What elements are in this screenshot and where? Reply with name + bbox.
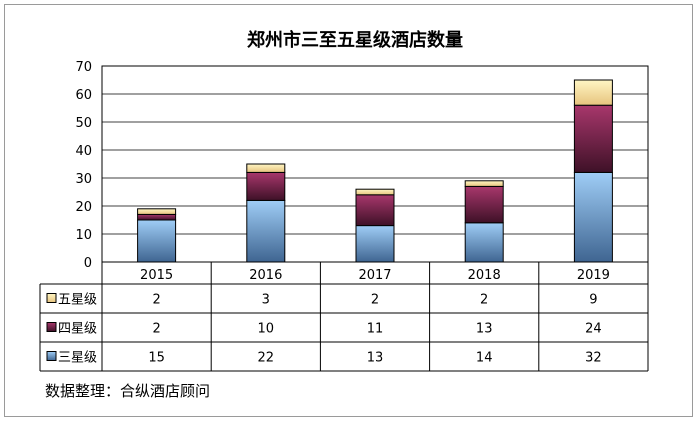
table-value: 13: [367, 351, 384, 366]
table-value: 9: [589, 293, 597, 308]
bar-segment: [137, 219, 177, 263]
chart-title: 郑州市三至五星级酒店数量: [247, 29, 463, 51]
y-tick-label: 0: [84, 256, 92, 271]
bar-segment: [464, 222, 504, 263]
bar-segment: [355, 225, 395, 263]
table-value: 3: [262, 293, 270, 308]
table-value: 22: [258, 351, 275, 366]
table-value: 2: [152, 322, 160, 337]
y-tick-label: 20: [75, 200, 92, 215]
bar-segment: [246, 163, 286, 173]
bar-segment: [246, 199, 286, 263]
bar-segment: [355, 188, 395, 196]
y-tick-label: 70: [75, 60, 92, 75]
table-value: 10: [258, 322, 275, 337]
bar-segment: [573, 79, 613, 106]
bar-segment: [573, 171, 613, 263]
x-tick-label: 2015: [140, 268, 173, 283]
legend-label: 四星级: [58, 322, 97, 337]
legend-swatch: [46, 322, 57, 332]
table-value: 2: [371, 293, 379, 308]
bar-segment: [464, 185, 504, 224]
legend-swatch: [46, 293, 57, 303]
y-tick-label: 50: [75, 116, 92, 131]
table-value: 14: [476, 351, 493, 366]
x-tick-label: 2018: [468, 268, 501, 283]
x-tick-label: 2017: [358, 268, 391, 283]
table-value: 15: [148, 351, 165, 366]
bar-segment: [137, 208, 177, 215]
legend-label: 五星级: [58, 293, 97, 308]
table-value: 2: [480, 293, 488, 308]
bar-segment: [246, 171, 286, 201]
y-tick-label: 60: [75, 88, 92, 103]
legend-swatch: [46, 351, 57, 361]
table-value: 32: [585, 351, 602, 366]
bar-segment: [355, 194, 395, 227]
table-value: 24: [585, 322, 602, 337]
y-tick-label: 10: [75, 228, 92, 243]
table-value: 2: [152, 293, 160, 308]
table-value: 11: [367, 322, 384, 337]
x-tick-label: 2016: [249, 268, 282, 283]
source-note: 数据整理：合纵酒店顾问: [45, 382, 211, 400]
legend-label: 三星级: [58, 351, 97, 366]
x-tick-label: 2019: [577, 268, 610, 283]
bar-segment: [573, 104, 613, 173]
y-tick-label: 40: [75, 144, 92, 159]
bar-segment: [464, 180, 504, 187]
bar-segment: [137, 213, 177, 221]
y-tick-label: 30: [75, 172, 92, 187]
table-value: 13: [476, 322, 493, 337]
